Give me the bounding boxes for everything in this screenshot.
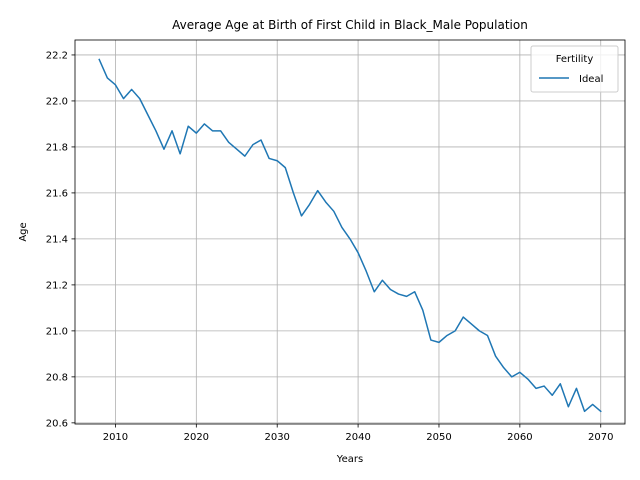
plot-area: [75, 40, 625, 424]
x-tick-label: 2040: [345, 432, 370, 443]
series-line-ideal: [98, 58, 602, 413]
x-tick-label: 2030: [264, 432, 289, 443]
y-tick-label: 21.2: [46, 280, 68, 291]
x-tick-label: 2020: [184, 432, 209, 443]
x-tick-label: 2060: [507, 432, 532, 443]
y-tick-label: 22.2: [46, 50, 68, 61]
legend-box: [530, 45, 619, 93]
legend: Fertility Ideal: [530, 45, 619, 93]
x-tick-label: 2050: [426, 432, 451, 443]
y-tick-label: 20.8: [46, 372, 68, 383]
y-tick-label: 21.6: [46, 188, 68, 199]
x-axis-label: Years: [336, 454, 363, 465]
y-tick-label: 21.8: [46, 142, 68, 153]
legend-title: Fertility: [556, 54, 594, 65]
y-tick-label: 20.6: [46, 418, 68, 429]
legend-label-ideal: Ideal: [579, 74, 603, 85]
grid: [75, 40, 625, 424]
y-tick-label: 21.0: [46, 326, 68, 337]
y-tick-label: 21.4: [46, 234, 68, 245]
x-tick-label: 2070: [588, 432, 613, 443]
plot-frame: [74, 39, 626, 425]
y-axis-label: Age: [18, 222, 29, 241]
chart-title: Average Age at Birth of First Child in B…: [172, 18, 528, 32]
y-tick-label: 22.0: [46, 96, 68, 107]
x-tick-label: 2010: [103, 432, 128, 443]
series-layer: [98, 58, 602, 413]
ticks: 2010 2020 2030 2040 2050 2060 2070 20.6 20.8 21.0…: [46, 50, 614, 443]
